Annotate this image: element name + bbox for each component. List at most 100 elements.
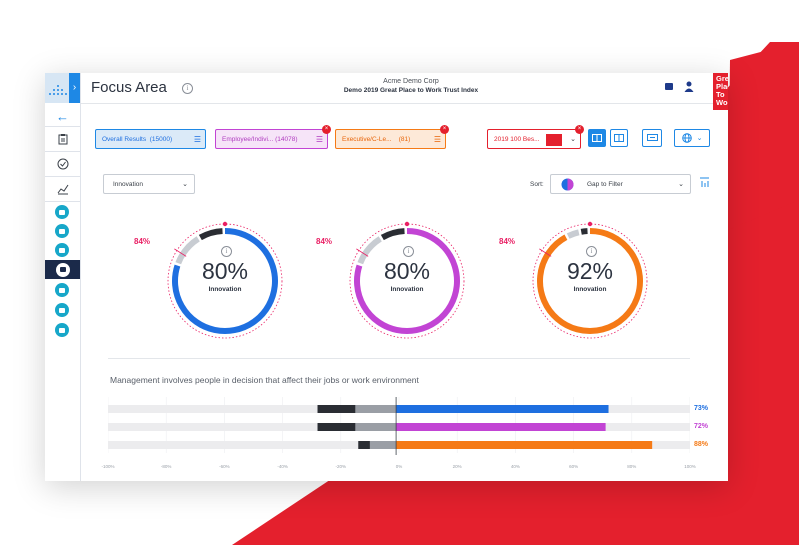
info-icon[interactable]: i — [182, 83, 193, 94]
chevron-down-icon: ⌄ — [678, 181, 684, 188]
info-icon[interactable]: i — [221, 246, 232, 257]
row-positive-value: 73% — [694, 405, 709, 412]
sidebar-item-clipboard[interactable] — [45, 126, 80, 151]
gauge-ring — [532, 221, 648, 339]
gauge-negative-arc — [580, 228, 588, 235]
axis-tick-label: 100% — [684, 464, 696, 469]
bar-negative — [358, 441, 370, 449]
bar-positive — [396, 441, 653, 449]
chevron-down-icon: ⌄ — [570, 136, 576, 143]
people-icon — [55, 262, 70, 277]
benchmark-select[interactable]: 2019 100 Bes... ⌄ × — [487, 125, 584, 149]
filter-chip-employee[interactable]: Employee/Indivi... (14078) ☰ × — [215, 125, 331, 149]
filter-icon[interactable]: ☰ — [433, 135, 441, 144]
layout-icon — [614, 134, 624, 142]
dimension-select[interactable]: Innovation ⌄ — [103, 174, 195, 194]
axis-tick-label: -20% — [335, 464, 347, 469]
document-icon[interactable] — [55, 283, 69, 297]
user-badge-icon[interactable] — [55, 323, 69, 337]
gauge-negative-arc — [198, 228, 223, 241]
axis-tick-label: 80% — [627, 464, 637, 469]
view-toggle-single[interactable] — [588, 129, 606, 147]
report-icon[interactable] — [55, 205, 69, 219]
filter-icon[interactable]: ☰ — [193, 135, 201, 144]
header: Focus Area i Acme Demo Corp Demo 2019 Gr… — [81, 73, 728, 110]
benchmark-tick — [174, 248, 187, 257]
gauge-ring — [349, 221, 465, 339]
gauge-executive: i 92% Innovation 84% — [499, 216, 655, 346]
gptw-logo: Great Place To Work. — [713, 73, 728, 110]
comment-button[interactable] — [642, 129, 662, 147]
benchmark-marker — [587, 221, 593, 227]
gauge-neutral-arc — [175, 236, 200, 265]
bar-positive — [396, 405, 609, 413]
filter-chip-overall[interactable]: Overall Results (15000) ☰ — [95, 129, 206, 149]
sidebar-item-check[interactable] — [45, 151, 80, 176]
app-window: › ← — [45, 73, 728, 481]
gauge-neutral-arc — [357, 236, 382, 265]
gauge-positive-arc — [537, 228, 643, 334]
benchmark-tick — [539, 248, 552, 257]
stack-icon[interactable] — [55, 224, 69, 238]
info-icon[interactable]: i — [403, 246, 414, 257]
chat-icon[interactable] — [665, 83, 673, 90]
remove-filter-icon[interactable]: × — [440, 125, 449, 134]
sort-order-icon[interactable] — [699, 177, 710, 188]
benchmark-ring — [532, 223, 648, 339]
sidebar-item-people-active[interactable] — [45, 260, 80, 279]
info-icon[interactable]: i — [586, 246, 597, 257]
gauge-label: Innovation — [573, 286, 607, 293]
remove-filter-icon[interactable]: × — [575, 125, 584, 134]
filter-icon[interactable]: ☰ — [315, 135, 323, 144]
gauge-overall: i 80% Innovation 84% — [134, 216, 290, 346]
gauge-value: 80% — [383, 258, 431, 284]
user-icon[interactable] — [684, 81, 694, 92]
benchmark-value: 84% — [134, 237, 151, 246]
bar-positive — [396, 423, 606, 431]
bar-neutral — [355, 405, 397, 413]
gauge-label: Innovation — [208, 286, 242, 293]
axis-tick-label: 0% — [395, 464, 403, 469]
axis-tick-label: -80% — [160, 464, 172, 469]
gauge-neutral-arc — [566, 229, 580, 239]
sidebar-item-trend[interactable] — [45, 176, 80, 202]
axis-tick-label: -60% — [219, 464, 230, 469]
axis-tick-label: -100% — [101, 464, 115, 469]
language-select[interactable]: ⌄ — [674, 129, 710, 147]
expand-sidebar-button[interactable]: › — [69, 73, 80, 103]
list-icon[interactable] — [55, 243, 69, 257]
comment-icon — [646, 133, 658, 141]
bar-negative — [317, 405, 356, 413]
back-arrow-icon[interactable]: ← — [56, 109, 69, 124]
gap-filter-icon — [561, 178, 574, 191]
view-toggle-split[interactable] — [610, 129, 628, 147]
certificate-icon[interactable] — [55, 303, 69, 317]
chevron-down-icon: ⌄ — [696, 135, 703, 142]
bar-negative — [317, 423, 356, 431]
axis-tick-label: -40% — [277, 464, 288, 469]
benchmark-value: 84% — [499, 237, 516, 246]
gauge-value: 92% — [566, 258, 614, 284]
filter-chip-executive[interactable]: Executive/C-Le... (81) ☰ × — [335, 125, 449, 149]
chevron-down-icon: ⌄ — [182, 181, 188, 188]
gauge-ring — [167, 221, 283, 339]
layout-icon — [592, 134, 602, 142]
gauge-employee: i 80% Innovation 84% — [316, 216, 472, 346]
sort-label: Sort: — [530, 181, 544, 188]
org-name: Acme Demo Corp — [383, 78, 439, 85]
remove-filter-icon[interactable]: × — [322, 125, 331, 134]
gauge-positive-arc — [172, 228, 278, 334]
benchmark-value: 84% — [316, 237, 333, 246]
app-logo-icon — [49, 85, 67, 95]
gauge-label: Innovation — [390, 286, 424, 293]
sort-select[interactable]: Gap to Filter ⌄ — [550, 174, 691, 194]
row-positive-value: 72% — [694, 423, 709, 430]
gauge-negative-arc — [380, 228, 405, 241]
axis-tick-label: 40% — [510, 464, 520, 469]
statement-text: Management involves people in decision t… — [110, 375, 419, 385]
clipboard-icon — [58, 134, 67, 145]
sidebar: › ← — [45, 73, 81, 481]
benchmark-marker — [404, 221, 410, 227]
gauge-positive-arc — [354, 228, 460, 334]
benchmark-ring — [167, 223, 283, 339]
